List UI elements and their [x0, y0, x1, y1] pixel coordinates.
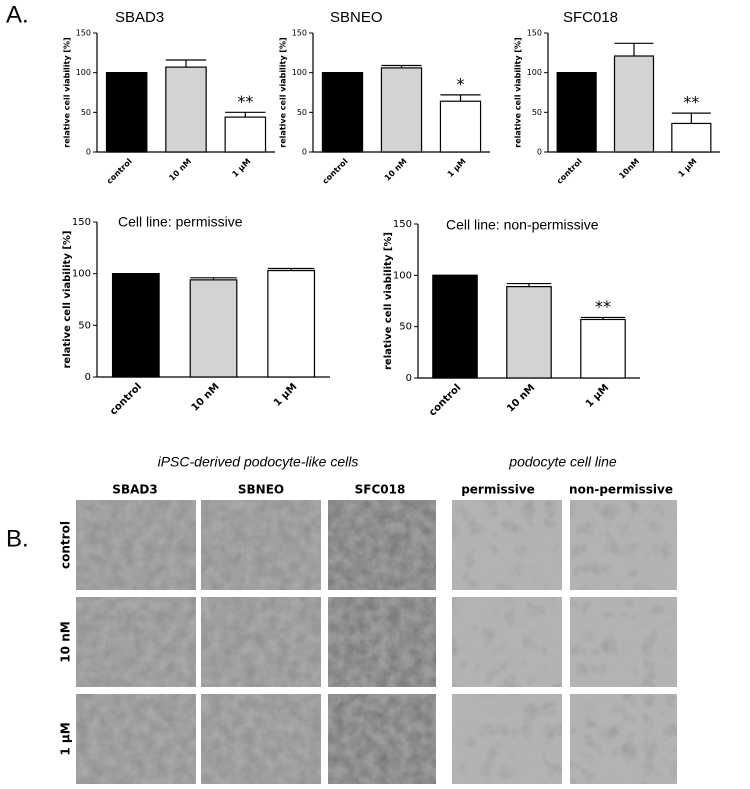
y-tick-label: 0 [85, 372, 91, 383]
bar [432, 274, 478, 379]
y-tick-label: 150 [76, 29, 91, 38]
y-tick-label: 100 [76, 68, 91, 77]
x-tick-label: 1 µM [676, 157, 698, 179]
y-tick-label: 50 [81, 108, 91, 117]
x-tick-label: 10 nM [383, 157, 409, 183]
significance-marker: ** [595, 297, 611, 316]
y-tick-label: 0 [302, 148, 307, 157]
bar [189, 279, 238, 378]
row-header: 1 µM [59, 722, 73, 755]
x-tick-label: 1 µM [230, 157, 252, 179]
significance-marker: ** [683, 93, 699, 112]
y-axis-label: relative cell viability [%] [63, 37, 72, 147]
bar [580, 318, 626, 379]
bar [506, 286, 552, 379]
bar [105, 72, 148, 153]
micrograph-texture [76, 597, 196, 687]
x-tick-label: 10 nM [505, 382, 537, 414]
y-tick-label: 0 [537, 148, 542, 157]
micrograph-texture [76, 500, 196, 590]
y-tick-label: 0 [406, 373, 412, 384]
x-tick-label: control [555, 157, 584, 186]
y-tick-label: 150 [292, 29, 307, 38]
column-header: SFC018 [355, 483, 406, 497]
y-tick-label: 50 [78, 320, 91, 331]
micrograph-texture [452, 500, 562, 590]
chart-title: Cell line: non-permissive [446, 217, 599, 233]
column-header: permissive [461, 483, 535, 497]
bar [224, 116, 267, 153]
x-tick-label: 1 µM [584, 382, 611, 409]
y-tick-label: 100 [527, 68, 542, 77]
y-axis-label: relative cell viability [%] [514, 37, 523, 147]
x-tick-label: control [427, 382, 463, 418]
y-axis-label: relative cell viability [%] [62, 230, 73, 368]
micrograph-texture [328, 694, 436, 784]
micrograph-texture [201, 597, 321, 687]
micrograph-texture [76, 694, 196, 784]
y-tick-label: 150 [393, 219, 412, 230]
x-tick-label: 10 nM [190, 381, 222, 413]
column-header: non-permissive [569, 483, 673, 497]
row-header: control [59, 521, 73, 569]
panel-label: A. [6, 1, 29, 28]
y-tick-label: 0 [86, 148, 91, 157]
x-tick-label: control [321, 157, 350, 186]
y-tick-label: 100 [72, 269, 91, 280]
group-header: iPSC-derived podocyte-like cells [158, 454, 359, 470]
column-header: SBNEO [238, 483, 284, 497]
bar [671, 122, 712, 153]
bar [556, 72, 597, 153]
significance-marker: * [457, 74, 465, 93]
micrograph-texture [328, 597, 436, 687]
y-tick-label: 50 [399, 322, 412, 333]
bar [165, 66, 207, 153]
chart-title: SBNEO [330, 9, 383, 26]
micrograph-texture [452, 694, 562, 784]
row-header: 10 nM [59, 621, 73, 662]
micrograph-texture [570, 500, 677, 590]
x-tick-label: 10 nM [167, 157, 193, 183]
chart-title: SFC018 [563, 9, 618, 26]
micrograph-texture [452, 597, 562, 687]
micrograph-texture [328, 500, 436, 590]
y-tick-label: 100 [393, 270, 412, 281]
y-axis-label: relative cell viability [%] [279, 37, 288, 147]
bar [380, 67, 423, 153]
bar [267, 269, 316, 378]
x-tick-label: control [108, 381, 144, 417]
y-tick-label: 50 [297, 108, 307, 117]
x-tick-label: control [105, 157, 134, 186]
significance-marker: ** [237, 92, 253, 111]
group-header: podocyte cell line [508, 454, 617, 470]
y-tick-label: 50 [532, 108, 542, 117]
y-tick-label: 100 [292, 68, 307, 77]
x-tick-label: 1 µM [272, 381, 299, 408]
bar [321, 72, 364, 153]
panel-label: B. [6, 525, 29, 552]
column-header: SBAD3 [112, 483, 157, 497]
bar [613, 55, 655, 153]
image-grid: SBAD3 SBNEO SFC018 permissive non-permissive… [59, 483, 677, 784]
bar [111, 273, 160, 378]
micrograph-texture [570, 597, 677, 687]
x-tick-label: 10nM [617, 157, 641, 181]
y-tick-label: 150 [72, 217, 91, 228]
bar [439, 100, 482, 153]
y-axis-label: relative cell viability [%] [383, 232, 394, 370]
x-tick-label: 1 µM [446, 157, 468, 179]
chart-title: SBAD3 [115, 9, 164, 26]
micrograph-texture [201, 694, 321, 784]
chart-title: Cell line: permissive [118, 214, 243, 230]
micrograph-texture [570, 694, 677, 784]
micrograph-texture [201, 500, 321, 590]
y-tick-label: 150 [527, 29, 542, 38]
